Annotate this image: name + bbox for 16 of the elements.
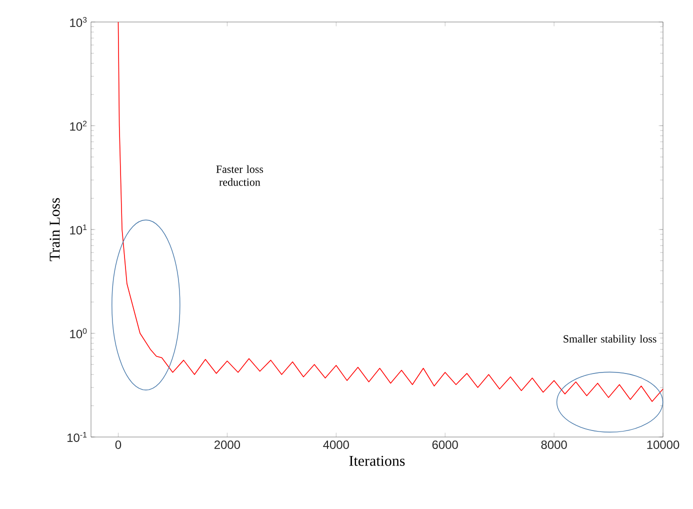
- annotation: Faster loss reduction: [216, 165, 264, 186]
- x-tick-label: 10000: [647, 440, 680, 449]
- x-tick-label: 6000: [432, 440, 458, 449]
- x-tick-label: 0: [115, 440, 122, 449]
- annotation: Smaller stability loss: [564, 334, 656, 345]
- x-tick-label: 8000: [541, 440, 567, 449]
- x-tick-label: 4000: [323, 440, 349, 449]
- line-series: [118, 22, 664, 402]
- y-tick-label: 10$^{2}$: [70, 120, 87, 131]
- y-axis-title: Train Loss: [50, 198, 60, 262]
- x-tick-label: 2000: [214, 440, 240, 449]
- y-tick-label: 10$^{-1}$: [68, 432, 87, 442]
- x-axis-title: Iterations: [349, 456, 405, 466]
- y-tick-label: 10$^{1}$: [70, 224, 87, 234]
- y-tick-label: 10$^{3}$: [70, 16, 87, 27]
- y-tick-label: 10$^{0}$: [70, 328, 87, 338]
